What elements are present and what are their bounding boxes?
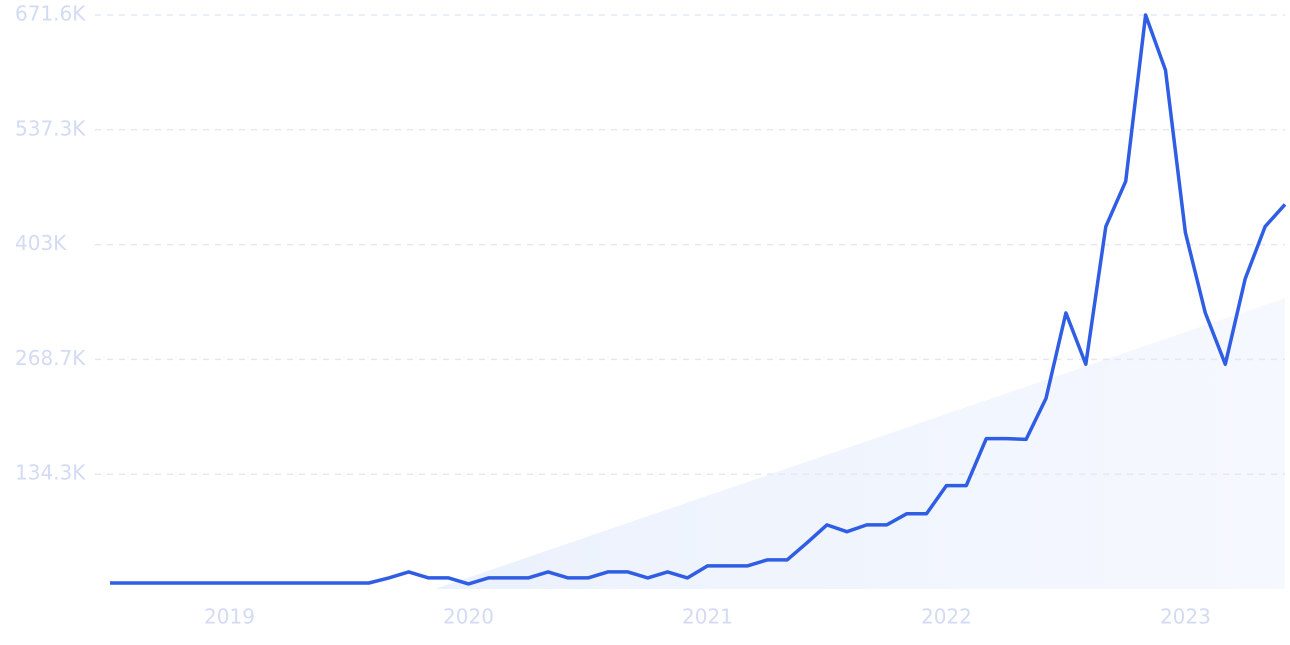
x-tick-label: 2023 xyxy=(1160,605,1211,629)
line xyxy=(110,13,1287,586)
y-tick-label: 134.3K xyxy=(15,461,86,485)
x-tick-label: 2020 xyxy=(443,605,494,629)
y-tick-label: 537.3K xyxy=(15,116,86,140)
y-tick-label: 671.6K xyxy=(15,2,86,26)
x-tick-label: 2022 xyxy=(921,605,972,629)
x-tick-label: 2021 xyxy=(682,605,733,629)
y-tick-label: 268.7K xyxy=(15,346,86,370)
trend-area xyxy=(435,298,1285,589)
y-tick-label: 403K xyxy=(15,231,67,255)
x-tick-label: 2019 xyxy=(204,605,255,629)
